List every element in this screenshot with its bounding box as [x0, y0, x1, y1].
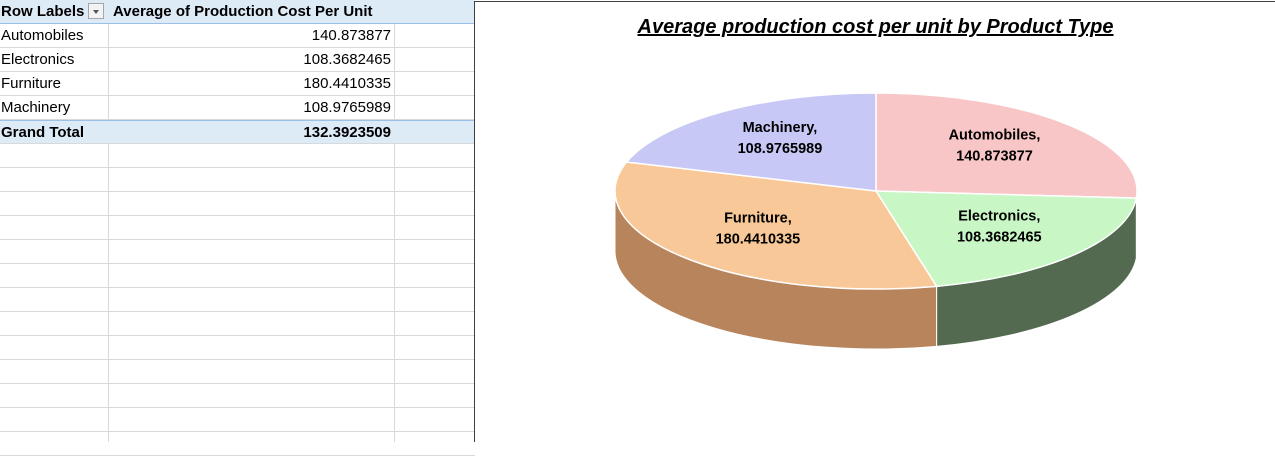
grand-total-row: Grand Total 132.3923509	[0, 120, 475, 144]
pivot-table: Row Labels Average of Production Cost Pe…	[0, 0, 475, 456]
data-label-machinery: Machinery, 108.9765989	[738, 120, 823, 157]
row-value-electronics[interactable]: 108.3682465	[303, 51, 391, 68]
pivot-row: Furniture 180.4410335	[0, 72, 475, 96]
row-value-machinery[interactable]: 108.9765989	[303, 99, 391, 116]
pivot-header-row: Row Labels Average of Production Cost Pe…	[0, 0, 475, 24]
empty-grid-row	[0, 216, 475, 240]
chart-title: Average production cost per unit by Prod…	[637, 16, 1114, 38]
row-label-furniture[interactable]: Furniture	[1, 75, 62, 92]
pivot-row: Electronics 108.3682465	[0, 48, 475, 72]
pie-chart-plot: Automobiles, 140.873877 Electronics, 108.36…	[614, 92, 1138, 350]
grand-total-value[interactable]: 132.3923509	[303, 124, 391, 141]
row-value-furniture[interactable]: 180.4410335	[303, 75, 391, 92]
empty-grid-row	[0, 360, 475, 384]
pie-slice-machinery[interactable]	[625, 92, 877, 192]
grid-column-divider	[108, 0, 109, 442]
empty-grid-row	[0, 192, 475, 216]
row-label-electronics[interactable]: Electronics	[1, 51, 75, 68]
empty-grid-row	[0, 336, 475, 360]
empty-grid-row	[0, 240, 475, 264]
pie-slice-automobiles[interactable]	[875, 92, 1138, 199]
grid-column-divider	[394, 0, 395, 442]
pie-slice-furniture[interactable]	[614, 161, 938, 290]
empty-grid-row	[0, 168, 475, 192]
pivot-row: Machinery 108.9765989	[0, 96, 475, 120]
row-label-automobiles[interactable]: Automobiles	[1, 27, 84, 44]
empty-grid-row	[0, 384, 475, 408]
grand-total-label[interactable]: Grand Total	[1, 124, 85, 141]
pie-slice-electronics[interactable]	[874, 190, 1138, 288]
data-label-furniture: Furniture, 180.4410335	[716, 211, 801, 248]
pie-chart[interactable]: Average production cost per unit by Prod…	[474, 1, 1275, 442]
data-label-electronics: Electronics, 108.3682465	[957, 208, 1042, 245]
empty-grid-row	[0, 408, 475, 432]
empty-grid-row	[0, 144, 475, 168]
row-value-automobiles[interactable]: 140.873877	[311, 27, 391, 44]
value-field-header[interactable]: Average of Production Cost Per Unit	[113, 3, 373, 20]
pivot-row: Automobiles 140.873877	[0, 24, 475, 48]
data-label-automobiles: Automobiles, 140.873877	[949, 128, 1041, 165]
row-label-machinery[interactable]: Machinery	[1, 99, 71, 116]
empty-grid-row	[0, 312, 475, 336]
empty-grid-row	[0, 432, 475, 456]
filter-dropdown-icon[interactable]	[88, 3, 104, 19]
empty-grid-row	[0, 288, 475, 312]
empty-grid-row	[0, 264, 475, 288]
row-labels-header[interactable]: Row Labels	[1, 3, 85, 20]
